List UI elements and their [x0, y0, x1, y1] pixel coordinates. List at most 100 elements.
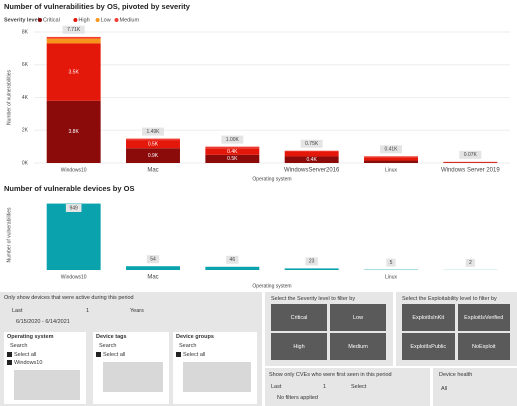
filter-button[interactable]: ExploitIsVerified [457, 304, 510, 331]
severity-title: Select the Severity level to filter by [271, 296, 356, 302]
unit[interactable]: Years [130, 308, 144, 314]
bar-segment [205, 146, 260, 149]
slicer-search[interactable]: Search [179, 343, 197, 349]
y-tick-label: 4K [22, 95, 29, 101]
slicer-select-all[interactable]: Select all [96, 352, 125, 358]
x-tick-label: Linux [385, 274, 397, 280]
slicer-item[interactable]: Windows10 [7, 360, 42, 366]
slicer-title: Device groups [176, 334, 214, 340]
checkbox[interactable] [7, 352, 12, 358]
select-all-label: Select all [14, 352, 37, 358]
bar-segment [364, 156, 418, 158]
cve-mode[interactable]: Last [271, 384, 282, 390]
label-box [300, 139, 323, 148]
x-axis-title: Operating system [252, 176, 291, 182]
label-box [226, 255, 239, 264]
cve-count[interactable]: 1 [323, 384, 327, 390]
slicer: Device groups Search Select all [173, 332, 257, 404]
slicer-search[interactable]: Search [10, 343, 28, 349]
label-box [142, 127, 164, 136]
legend-title: Severity level [4, 17, 40, 23]
slicer-list [103, 362, 163, 392]
filter-button[interactable]: NoExploit [457, 333, 510, 360]
chart-title: Number of vulnerable devices by OS [4, 184, 134, 193]
label-box [305, 257, 318, 266]
x-tick-label: Windows10 [61, 274, 87, 280]
y-axis-title: Number of vulnerabilities [6, 207, 12, 263]
segment-label: 3.5K [69, 69, 80, 75]
bar-segment [126, 140, 180, 149]
select-all-label: Select all [183, 352, 206, 358]
slicer-select-all[interactable]: Select all [7, 352, 36, 358]
active-title: Only show devices that were active durin… [4, 295, 134, 301]
data-label: 2 [469, 260, 472, 266]
bar-segment [46, 38, 101, 44]
count[interactable]: 1 [86, 308, 90, 314]
data-label: 949 [69, 205, 78, 211]
checkbox[interactable] [96, 352, 101, 358]
cve-status: No filters applied [277, 395, 318, 401]
health-value[interactable]: All [441, 386, 448, 392]
filter-button[interactable]: ExploitIsPublic [402, 333, 455, 360]
bar-segment [126, 148, 180, 163]
bar-segment [205, 154, 260, 163]
select-all-label: Select all [103, 352, 126, 358]
bar [284, 268, 339, 270]
cve-title: Show only CVEs who were first seen in th… [269, 372, 392, 378]
slicer-title: Operating system [7, 334, 54, 340]
y-axis-title: Number of vulnerabilities [6, 69, 12, 125]
slicer-list [183, 362, 251, 392]
slicer-list [14, 370, 80, 400]
slicer-select-all[interactable]: Select all [176, 352, 205, 358]
bar-segment [443, 162, 498, 163]
filter-button[interactable]: ExploitIsInKit [402, 304, 455, 331]
bar [126, 266, 180, 270]
x-tick-label: Windows10 [61, 167, 87, 173]
bar-segment [126, 138, 180, 141]
active-panel: Only show devices that were active durin… [0, 292, 262, 406]
filter-button[interactable]: High [271, 333, 327, 360]
segment-label: 0.9K [148, 153, 159, 159]
label-box [465, 258, 475, 267]
date-range: 6/15/2020 - 6/14/2021 [16, 319, 70, 325]
slicer: Operating system Search Select all Windows1… [4, 332, 86, 404]
label-box [380, 145, 402, 154]
checkbox[interactable] [7, 360, 12, 366]
segment-label: 0.5K [227, 156, 238, 162]
data-label: 54 [150, 257, 156, 263]
segment-label: 0.5K [148, 141, 159, 147]
data-label: 23 [309, 259, 315, 265]
health-panel: Device health All [433, 368, 517, 406]
filter-button[interactable]: Low [330, 304, 386, 331]
mode[interactable]: Last [12, 308, 23, 314]
bar-segment [205, 148, 260, 155]
data-label: 0.07K [464, 152, 478, 158]
y-tick-label: 8K [22, 29, 29, 35]
data-label: 7.71K [67, 27, 81, 33]
segment-label: 0.4K [227, 149, 238, 155]
label-box [146, 255, 160, 264]
chart-title: Number of vulnerabilities by OS, pivoted… [4, 2, 191, 11]
data-label: 0.41K [384, 147, 398, 153]
filter-button[interactable]: Medium [330, 333, 386, 360]
exploit-title: Select the Exploitability level to filte… [402, 296, 497, 302]
y-tick-label: 6K [22, 62, 29, 68]
bar-segment [364, 157, 418, 161]
filter-button[interactable]: Critical [271, 304, 327, 331]
cve-unit[interactable]: Select [351, 384, 367, 390]
checkbox[interactable] [176, 352, 181, 358]
health-title: Device health [439, 372, 473, 378]
charts: Number of vulnerabilities by OS, pivoted… [4, 2, 510, 289]
data-label: 5 [390, 260, 393, 266]
bar [205, 266, 260, 270]
slicer-search[interactable]: Search [99, 343, 117, 349]
bar-segment [46, 36, 101, 39]
x-tick-label: Linux [385, 167, 397, 173]
bar-segment [284, 150, 339, 152]
bar-segment [46, 43, 101, 101]
label-box [386, 258, 396, 267]
x-tick-label: WindowsServer2016 [284, 168, 340, 174]
exploit-panel: Select the Exploitability level to filte… [396, 292, 517, 366]
legend-label: High [78, 17, 89, 23]
slicer: Device tags Search Select all [93, 332, 169, 404]
